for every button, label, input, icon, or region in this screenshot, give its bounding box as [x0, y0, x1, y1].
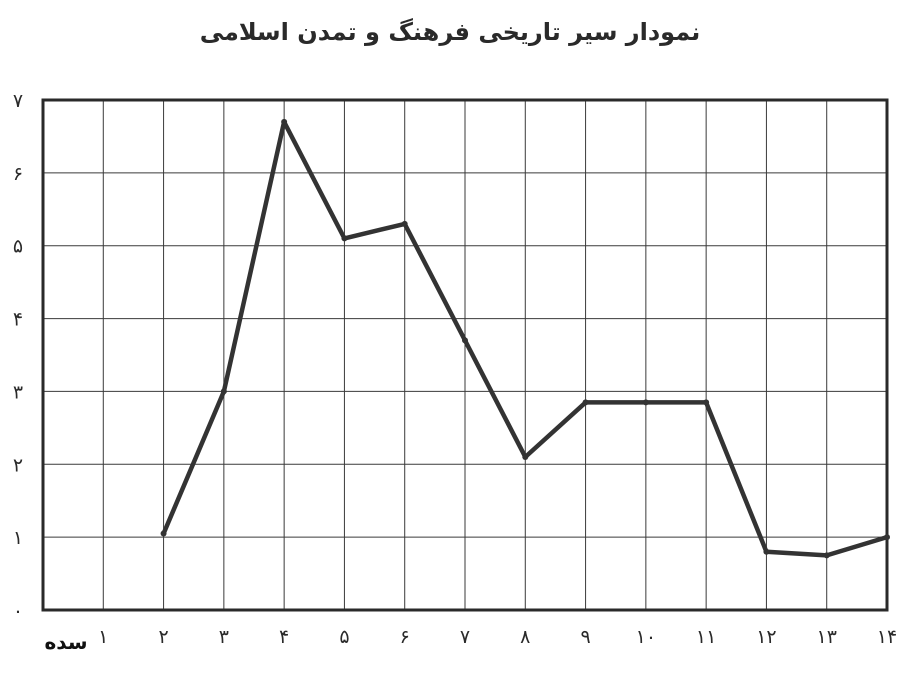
data-point — [341, 235, 348, 242]
data-point — [884, 534, 890, 541]
chart-title: نمودار سیر تاریخی فرهنگ و تمدن اسلامی — [199, 18, 701, 46]
x-tick-label: ۱۳ — [817, 626, 837, 648]
plot-frame — [41, 98, 889, 612]
data-point — [823, 552, 830, 559]
y-tick-label: ۵ — [13, 236, 23, 258]
x-tick-label: ۱۴ — [877, 626, 897, 648]
x-tick-label: ۲ — [158, 626, 168, 648]
x-tick-label: ۱ — [98, 626, 108, 648]
data-point — [401, 220, 408, 227]
data-point — [763, 548, 770, 555]
y-tick-labels: ٠ ۱ ۲ ۳ ۴ ۵ ۶ ۷ — [13, 90, 23, 622]
data-points — [160, 118, 890, 559]
data-point — [160, 530, 167, 537]
y-tick-label: ۲ — [13, 454, 23, 476]
y-tick-label: ۷ — [13, 90, 23, 112]
x-tick-label: ۶ — [400, 626, 410, 648]
x-tick-labels: ۱ ۲ ۳ ۴ ۵ ۶ ۷ ۸ ۹ ۱۰ ۱۱ ۱۲ ۱۳ ۱۴ — [98, 626, 897, 648]
x-axis-label: سده — [44, 630, 87, 654]
y-tick-label: ۴ — [13, 309, 23, 331]
x-tick-label: ۱۲ — [756, 626, 776, 648]
x-tick-label: ۳ — [219, 626, 229, 648]
grid — [43, 100, 887, 610]
x-tick-label: ۹ — [580, 626, 590, 648]
x-tick-label: ۱۱ — [696, 626, 716, 648]
x-tick-label: ۱۰ — [636, 626, 656, 648]
data-point — [281, 118, 288, 125]
y-tick-label: ۱ — [13, 527, 23, 549]
x-tick-label: ۵ — [339, 626, 349, 648]
data-point — [703, 399, 710, 406]
data-point — [582, 399, 589, 406]
x-tick-label: ۷ — [460, 626, 470, 648]
data-point — [462, 337, 468, 344]
y-tick-label: ۳ — [13, 381, 23, 403]
y-tick-label: ٠ — [13, 600, 23, 622]
x-tick-label: ۸ — [520, 626, 530, 648]
x-tick-label: ۴ — [279, 626, 289, 648]
data-point — [642, 399, 649, 406]
y-tick-label: ۶ — [13, 163, 23, 185]
data-point — [522, 454, 529, 460]
data-point — [220, 388, 227, 395]
